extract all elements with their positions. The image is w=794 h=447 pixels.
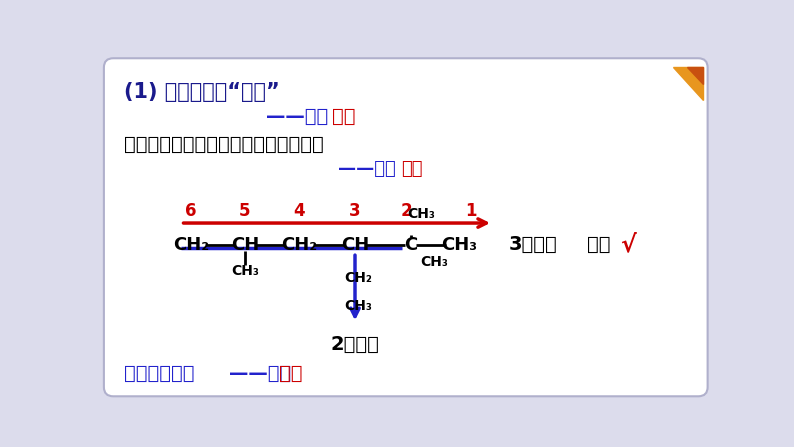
Polygon shape [673,67,703,100]
Text: √: √ [620,232,636,257]
Text: ——主链: ——主链 [266,107,328,127]
Text: CH₃: CH₃ [407,207,436,222]
Polygon shape [687,67,703,84]
Text: CH₂: CH₂ [281,236,318,253]
Text: 出现多条等长的最长碳链，怎么办呢？: 出现多条等长的最长碳链，怎么办呢？ [124,135,324,154]
Text: 1: 1 [464,202,476,220]
Text: CH: CH [231,236,259,253]
Text: CH₂: CH₂ [172,236,209,253]
Text: CH: CH [341,236,369,253]
Text: ——支链: ——支链 [338,160,395,178]
Text: 最多: 最多 [402,160,423,178]
Text: CH₃: CH₃ [344,299,372,313]
Text: CH₃: CH₃ [441,236,478,253]
Text: (1) 选主链，称“某烷”: (1) 选主链，称“某烷” [124,82,279,102]
Text: 3: 3 [349,202,360,220]
Text: 最长: 最长 [332,107,355,127]
Text: C: C [404,236,418,253]
Text: ——最长: ——最长 [229,364,291,383]
Text: CH₃: CH₃ [231,264,259,278]
Text: 3个支链: 3个支链 [508,235,557,254]
Text: 2个支链: 2个支链 [330,335,380,354]
Text: 6: 6 [185,202,196,220]
Text: 5: 5 [239,202,251,220]
Text: CH₂: CH₂ [344,271,372,286]
Text: 己烷: 己烷 [588,235,611,254]
Text: 2: 2 [400,202,412,220]
Text: 最多: 最多 [279,364,303,383]
Text: CH₃: CH₃ [420,254,448,269]
Text: 4: 4 [294,202,305,220]
Text: 选主链原则：: 选主链原则： [124,364,195,383]
FancyBboxPatch shape [104,58,707,396]
